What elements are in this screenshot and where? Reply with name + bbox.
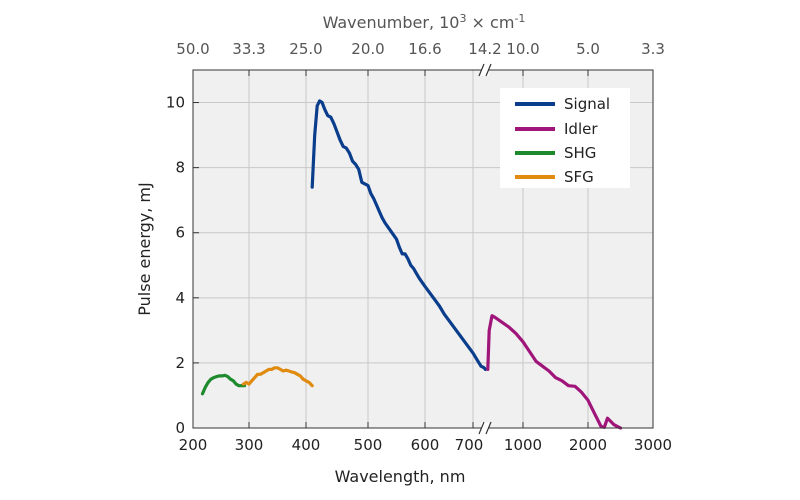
- top-axis-title-mid: × cm: [466, 13, 514, 32]
- x-tick-label: 1000: [504, 436, 542, 454]
- series-line-shg: [200, 373, 247, 396]
- series-line-idler: [486, 314, 623, 430]
- top-axis-title-sup1: 3: [459, 12, 466, 25]
- plot-frame: [192, 69, 654, 429]
- top-tick-label: 50.0: [176, 40, 209, 58]
- axis-break-bottom-slash: [485, 421, 492, 435]
- series-line-signal: [310, 99, 487, 371]
- x-tick-label: 200: [179, 436, 208, 454]
- axes: 0 2 4 6 8 10 200 300 400 500 600 700 1000 2000 3000 50.…: [166, 40, 672, 454]
- axis-break-top-slash: [478, 63, 485, 77]
- top-tick-label: 16.6: [408, 40, 441, 58]
- top-tick-label: 10.0: [506, 40, 539, 58]
- y-tick-label: 4: [175, 289, 185, 307]
- x-axis-title: Wavelength, nm: [335, 467, 466, 486]
- x-tick-label: 600: [411, 436, 440, 454]
- axis-break-top-gap: [481, 64, 489, 76]
- x-tick-label: 3000: [634, 436, 672, 454]
- top-axis-title: Wavenumber, 103 × cm-1: [323, 12, 526, 32]
- legend-label-idler: Idler: [564, 120, 598, 138]
- y-tick-label: 2: [175, 354, 185, 372]
- legend-label-shg: SHG: [564, 144, 596, 162]
- top-axis-title-main: Wavenumber, 10: [323, 13, 460, 32]
- legend: Signal Idler SHG SFG: [500, 88, 630, 188]
- axis-break-bottom: [478, 421, 492, 435]
- legend-label-signal: Signal: [564, 95, 610, 113]
- y-axis-title: Pulse energy, mJ: [135, 182, 154, 315]
- x-tick-label: 700: [455, 436, 484, 454]
- top-axis-title-sup2: -1: [514, 12, 525, 25]
- x-tick-label: 500: [354, 436, 383, 454]
- series-line-sfg: [241, 366, 314, 388]
- top-tick-label: 25.0: [289, 40, 322, 58]
- x-tick-label: 300: [235, 436, 264, 454]
- series-layer: [200, 99, 623, 430]
- top-tick-label: 3.3: [641, 40, 665, 58]
- x-tick-label: 400: [292, 436, 321, 454]
- axis-break-bottom-slash: [478, 421, 485, 435]
- y-tick-label: 8: [175, 159, 185, 177]
- top-tick-label: 5.0: [576, 40, 600, 58]
- axis-break-top-slash: [485, 63, 492, 77]
- y-tick-label: 0: [175, 419, 185, 437]
- axis-break-top: [478, 63, 492, 77]
- x-tick-label: 2000: [569, 436, 607, 454]
- y-tick-label: 10: [166, 94, 185, 112]
- top-tick-label: 33.3: [232, 40, 265, 58]
- top-tick-label: 20.0: [351, 40, 384, 58]
- top-tick-label: 14.2: [468, 40, 501, 58]
- legend-label-sfg: SFG: [564, 168, 594, 186]
- y-tick-label: 6: [175, 224, 185, 242]
- axis-break-bottom-gap: [481, 422, 489, 434]
